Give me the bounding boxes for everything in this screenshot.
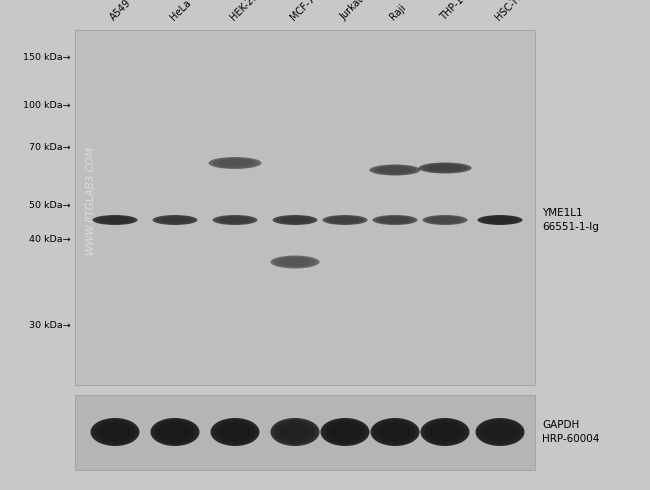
Ellipse shape (279, 258, 311, 266)
Ellipse shape (161, 217, 190, 223)
Ellipse shape (94, 420, 136, 444)
Ellipse shape (426, 216, 464, 224)
Ellipse shape (153, 215, 198, 225)
Text: 150 kDa→: 150 kDa→ (23, 53, 71, 63)
Text: HeLa: HeLa (168, 0, 192, 22)
Ellipse shape (151, 418, 200, 446)
Ellipse shape (369, 165, 421, 175)
Ellipse shape (220, 217, 250, 223)
Ellipse shape (330, 217, 359, 223)
Text: 40 kDa→: 40 kDa→ (29, 236, 71, 245)
Ellipse shape (486, 217, 515, 223)
Ellipse shape (274, 256, 316, 268)
Ellipse shape (378, 167, 411, 173)
Text: MCF-7: MCF-7 (288, 0, 317, 22)
Ellipse shape (484, 423, 516, 441)
Ellipse shape (213, 158, 257, 168)
Text: Raji: Raji (388, 2, 408, 22)
Text: Jurkat: Jurkat (338, 0, 365, 22)
Ellipse shape (421, 418, 469, 446)
Ellipse shape (279, 423, 311, 441)
Ellipse shape (276, 216, 314, 224)
Ellipse shape (274, 420, 316, 444)
Text: 50 kDa→: 50 kDa→ (29, 200, 71, 210)
Ellipse shape (419, 163, 471, 173)
Ellipse shape (272, 215, 317, 225)
Ellipse shape (373, 165, 417, 174)
Ellipse shape (476, 418, 525, 446)
Ellipse shape (213, 215, 257, 225)
Text: A549: A549 (108, 0, 133, 22)
Ellipse shape (370, 418, 419, 446)
Ellipse shape (481, 216, 519, 224)
Ellipse shape (428, 165, 462, 172)
Ellipse shape (280, 217, 309, 223)
Ellipse shape (214, 420, 256, 444)
Ellipse shape (380, 217, 410, 223)
Ellipse shape (209, 157, 261, 169)
Ellipse shape (372, 215, 417, 225)
Ellipse shape (216, 216, 254, 224)
Text: THP-1: THP-1 (438, 0, 465, 22)
Ellipse shape (430, 217, 460, 223)
Ellipse shape (96, 216, 134, 224)
Ellipse shape (219, 423, 251, 441)
FancyBboxPatch shape (75, 30, 535, 385)
Ellipse shape (92, 215, 138, 225)
Ellipse shape (376, 216, 414, 224)
Text: 70 kDa→: 70 kDa→ (29, 144, 71, 152)
Ellipse shape (374, 420, 416, 444)
Ellipse shape (322, 215, 367, 225)
Ellipse shape (379, 423, 411, 441)
Ellipse shape (159, 423, 191, 441)
Text: 100 kDa→: 100 kDa→ (23, 100, 71, 109)
Ellipse shape (218, 159, 252, 167)
Text: GAPDH
HRP-60004: GAPDH HRP-60004 (542, 420, 599, 444)
Ellipse shape (324, 420, 366, 444)
Ellipse shape (90, 418, 140, 446)
Text: YME1L1
66551-1-Ig: YME1L1 66551-1-Ig (542, 208, 599, 232)
Ellipse shape (154, 420, 196, 444)
Ellipse shape (100, 217, 129, 223)
Ellipse shape (211, 418, 259, 446)
Ellipse shape (422, 163, 467, 172)
Ellipse shape (326, 216, 364, 224)
Ellipse shape (479, 420, 521, 444)
Text: HEK-293: HEK-293 (228, 0, 264, 22)
Ellipse shape (424, 420, 466, 444)
Ellipse shape (320, 418, 369, 446)
Ellipse shape (422, 215, 467, 225)
Ellipse shape (329, 423, 361, 441)
Ellipse shape (478, 215, 523, 225)
Ellipse shape (99, 423, 131, 441)
Text: HSC-T6: HSC-T6 (493, 0, 525, 22)
Ellipse shape (270, 255, 320, 269)
FancyBboxPatch shape (75, 395, 535, 470)
Text: WWW.PTGLAB3.COM: WWW.PTGLAB3.COM (85, 146, 95, 254)
Ellipse shape (429, 423, 461, 441)
Ellipse shape (270, 418, 320, 446)
Text: 30 kDa→: 30 kDa→ (29, 320, 71, 329)
Ellipse shape (156, 216, 194, 224)
